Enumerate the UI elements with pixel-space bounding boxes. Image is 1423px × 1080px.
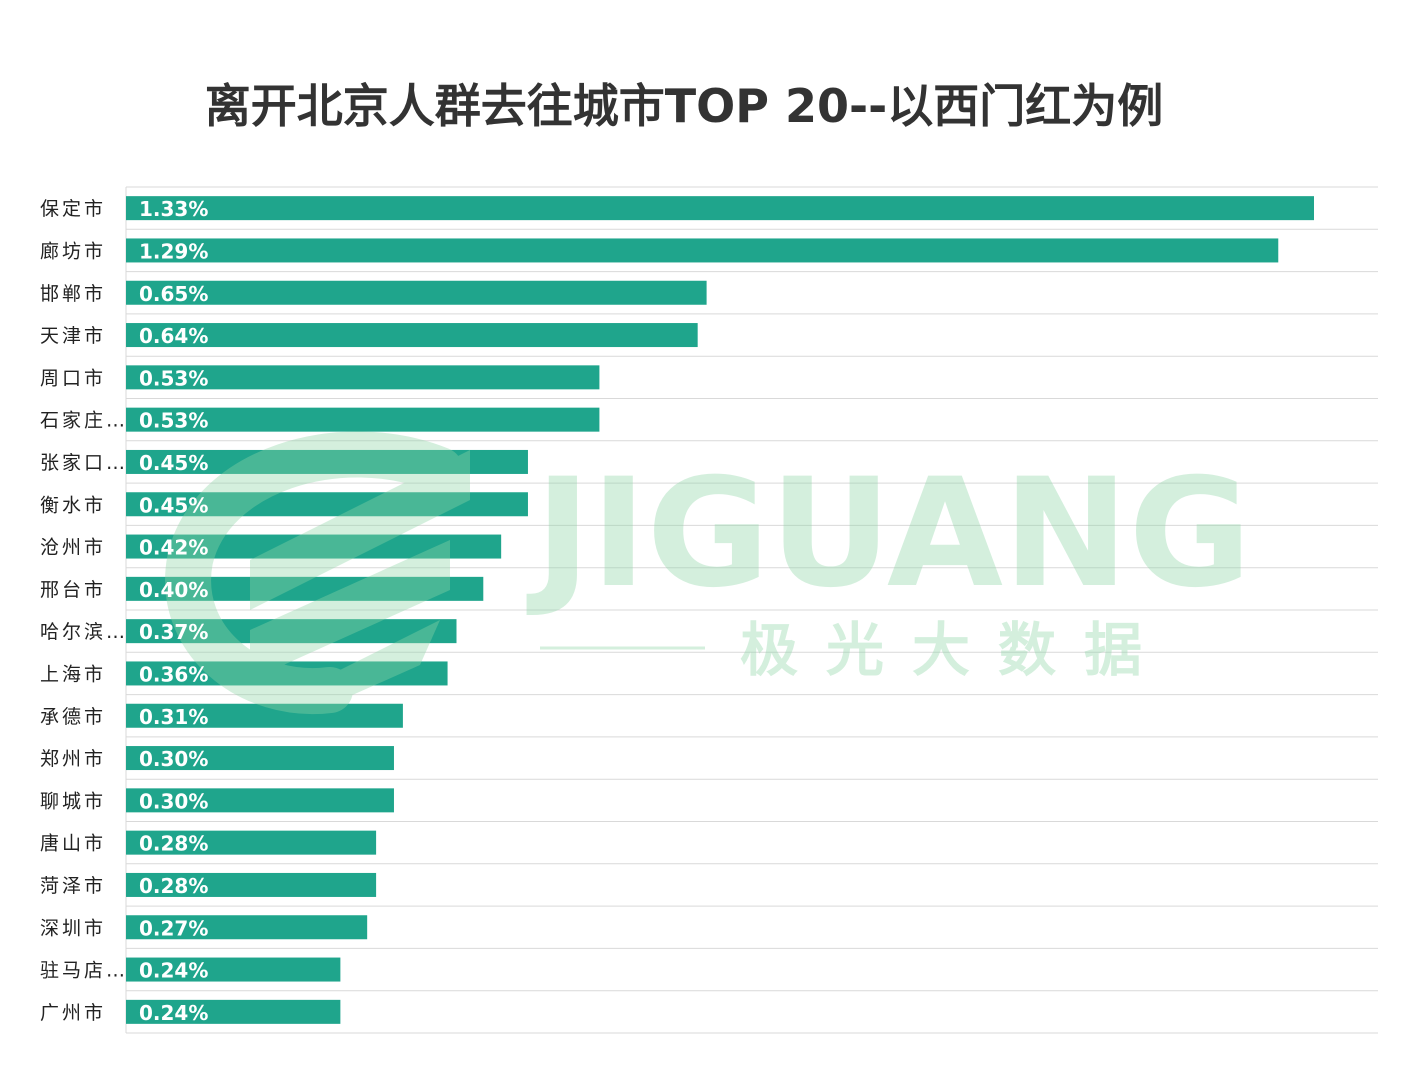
value-label: 0.64% — [139, 324, 208, 348]
bar — [126, 957, 341, 982]
value-label: 1.29% — [139, 239, 208, 263]
watermark: JIGUANG 极光大数据 — [165, 431, 1252, 715]
bar — [126, 999, 341, 1024]
bar — [126, 703, 403, 728]
category-label: 廊坊市 — [40, 240, 106, 262]
bar — [126, 661, 448, 686]
category-label: 保定市 — [40, 198, 106, 220]
chart-title: 离开北京人群去往城市TOP 20--以西门红为例 — [204, 79, 1164, 133]
category-label: 天津市 — [40, 325, 106, 347]
bar — [126, 492, 528, 517]
logo-stripe — [300, 620, 440, 705]
labels: 保定市 1.33% 廊坊市 1.29% 邯郸市 0.65% 天津市 0.64% 周口市 0.53%… — [40, 197, 208, 1025]
category-label: 石家庄… — [40, 410, 128, 432]
bar — [126, 280, 707, 305]
jiguang-logo-icon — [165, 431, 470, 715]
category-label: 哈尔滨… — [40, 621, 128, 643]
bar — [126, 407, 600, 432]
value-label: 0.45% — [139, 451, 208, 475]
category-label: 沧州市 — [40, 537, 106, 559]
category-label: 周口市 — [40, 367, 106, 389]
bar — [126, 323, 698, 348]
bar — [126, 449, 528, 474]
value-label: 1.33% — [139, 197, 208, 221]
value-label: 0.28% — [139, 832, 208, 856]
value-label: 0.40% — [139, 578, 208, 602]
bar — [126, 746, 394, 771]
category-label: 深圳市 — [40, 917, 106, 939]
bar — [126, 830, 377, 855]
bar — [126, 196, 1314, 221]
value-label: 0.24% — [139, 959, 208, 983]
value-label: 0.42% — [139, 536, 208, 560]
grid-lines — [125, 186, 1378, 1034]
category-label: 邢台市 — [40, 579, 106, 601]
category-label: 广州市 — [40, 1002, 106, 1024]
value-label: 0.27% — [139, 916, 208, 940]
value-label: 0.53% — [139, 366, 208, 390]
bar — [126, 619, 457, 644]
bar — [126, 238, 1279, 263]
category-label: 聊城市 — [40, 790, 106, 812]
value-label: 0.31% — [139, 705, 208, 729]
category-label: 驻马店… — [40, 960, 128, 982]
bar — [126, 534, 502, 559]
bar — [126, 788, 394, 813]
category-label: 菏泽市 — [40, 875, 106, 897]
value-label: 0.30% — [139, 789, 208, 813]
logo-arc — [165, 431, 463, 715]
category-label: 上海市 — [40, 663, 106, 685]
watermark-brand-subtext: 极光大数据 — [740, 616, 1170, 684]
watermark-brand-text: JIGUANG — [526, 447, 1252, 621]
bar — [126, 872, 377, 897]
category-label: 衡水市 — [40, 494, 106, 516]
category-label: 承德市 — [40, 706, 106, 728]
category-label: 张家口… — [40, 452, 128, 474]
bar — [126, 576, 484, 601]
category-label: 邯郸市 — [40, 283, 106, 305]
value-label: 0.30% — [139, 747, 208, 771]
value-label: 0.28% — [139, 874, 208, 898]
value-label: 0.53% — [139, 409, 208, 433]
value-label: 0.24% — [139, 1001, 208, 1025]
category-label: 郑州市 — [40, 748, 106, 770]
bars — [126, 196, 1314, 1024]
value-label: 0.36% — [139, 662, 208, 686]
logo-stripe — [250, 450, 470, 610]
value-label: 0.65% — [139, 282, 208, 306]
bar — [126, 915, 368, 940]
value-label: 0.37% — [139, 620, 208, 644]
bar — [126, 365, 600, 390]
logo-stripe — [250, 540, 450, 680]
category-label: 唐山市 — [40, 833, 106, 855]
value-label: 0.45% — [139, 493, 208, 517]
